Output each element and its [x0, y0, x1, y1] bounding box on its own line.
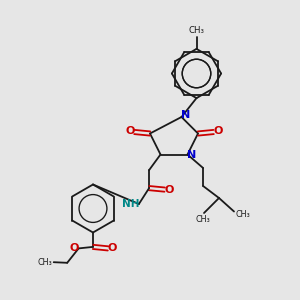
Text: NH: NH	[122, 199, 139, 209]
Text: CH₃: CH₃	[188, 26, 205, 35]
Text: O: O	[164, 184, 174, 195]
Text: O: O	[69, 243, 79, 253]
Text: O: O	[107, 243, 117, 254]
Text: O: O	[213, 126, 223, 136]
Text: O: O	[125, 126, 135, 136]
Text: N: N	[188, 150, 196, 160]
Text: CH₃: CH₃	[195, 215, 210, 224]
Text: CH₃: CH₃	[38, 258, 53, 267]
Text: CH₃: CH₃	[236, 210, 250, 219]
Text: N: N	[181, 110, 190, 120]
